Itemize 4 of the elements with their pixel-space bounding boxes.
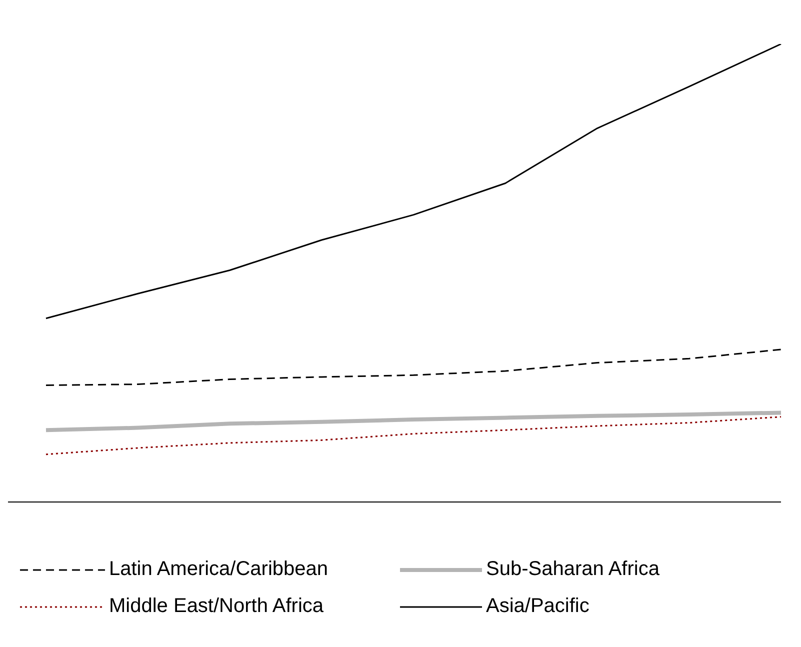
- legend-label: Latin America/Caribbean: [109, 558, 328, 581]
- legend-label: Asia/Pacific: [486, 595, 590, 618]
- legend-label: Middle East/North Africa: [109, 595, 324, 618]
- legend-label: Sub-Saharan Africa: [486, 558, 660, 581]
